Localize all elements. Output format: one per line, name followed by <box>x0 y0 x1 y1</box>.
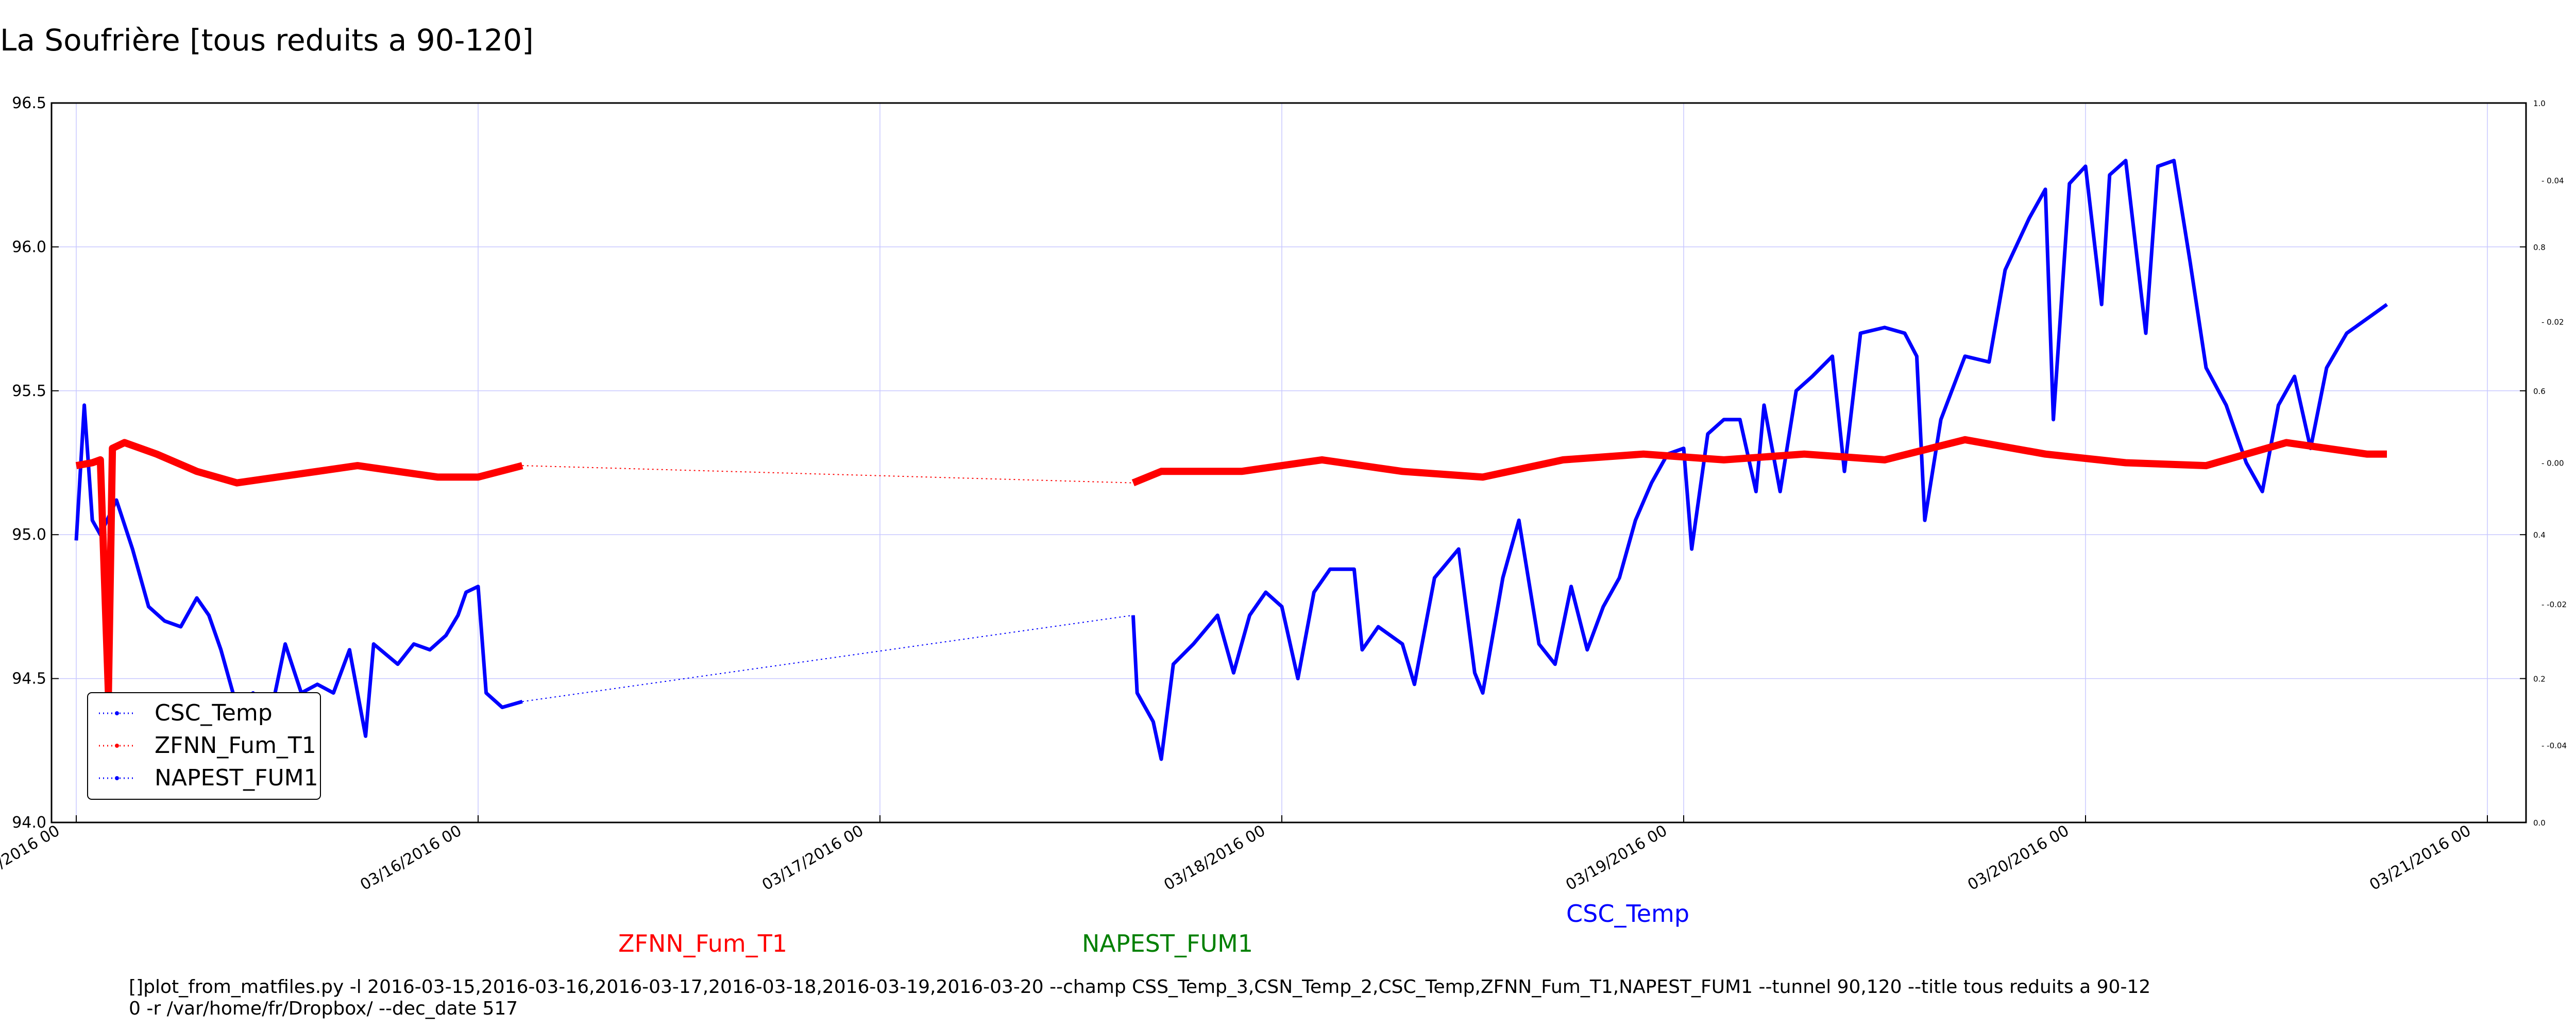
legend-label: NAPEST_FUM1 <box>155 765 318 791</box>
right-inner-tick-label: - 0.02 <box>2541 317 2564 327</box>
plot-frame <box>50 102 2527 823</box>
y-tick-label: 96.0 <box>12 238 46 256</box>
napest-annotation: NAPEST_FUM1 <box>1082 930 1253 957</box>
legend-label: CSC_Temp <box>155 700 273 726</box>
right-inner-tick-label: - 0.04 <box>2541 176 2564 185</box>
legend-label: ZFNN_Fum_T1 <box>155 732 316 759</box>
x-tick-label: 03/17/2016 00 <box>759 822 867 895</box>
legend-marker <box>115 744 119 748</box>
x-tick-label: 03/18/2016 00 <box>1161 822 1268 895</box>
legend-marker <box>115 711 119 715</box>
right-outer-tick-label: 0.6 <box>2533 387 2546 396</box>
legend: CSC_Temp ZFNN_Fum_T1 NAPEST_FUM1 <box>87 692 321 800</box>
series-line-zfnn_fum_t1 <box>1131 436 2387 487</box>
series-gap-csc_temp <box>522 614 1133 702</box>
x-tick-label: 03/19/2016 00 <box>1563 822 1670 895</box>
csc-annotation: CSC_Temp <box>1566 900 1690 928</box>
right-outer-tick-label: 0.4 <box>2533 530 2546 540</box>
legend-marker <box>115 776 119 780</box>
zfnn-annotation: ZFNN_Fum_T1 <box>618 930 788 957</box>
right-outer-tick-label: 0.2 <box>2533 675 2546 684</box>
x-tick-label: 03/16/2016 00 <box>357 822 465 895</box>
y-tick-label: 94.5 <box>12 670 46 688</box>
x-tick-label: 03/20/2016 00 <box>1964 822 2072 895</box>
right-outer-tick-label: 0.0 <box>2533 818 2546 828</box>
page-title: La Soufrière [tous reduits a 90-120] <box>0 23 534 58</box>
series-line-zfnn_fum_t1 <box>75 439 523 697</box>
y-tick-label: 94.0 <box>12 814 46 832</box>
command-line-2: 0 -r /var/home/fr/Dropbox/ --dec_date 51… <box>129 998 518 1019</box>
right-outer-tick-label: 1.0 <box>2533 99 2546 108</box>
command-line-1: []plot_from_matfiles.py -l 2016-03-15,20… <box>129 976 2151 998</box>
x-tick-label: 03/21/2016 00 <box>2366 822 2474 895</box>
y-tick-label: 96.5 <box>12 94 46 112</box>
y-tick-label: 95.0 <box>12 526 46 544</box>
series-gap-zfnn_fum_t1 <box>522 465 1133 484</box>
command-line: []plot_from_matfiles.py -l 2016-03-15,20… <box>129 976 2150 1020</box>
right-inner-tick-label: - -0.02 <box>2541 600 2567 609</box>
right-inner-tick-label: - 0.00 <box>2541 459 2564 468</box>
legend-box <box>87 692 321 800</box>
series-layer <box>74 159 2388 761</box>
x-tick-label: 03/15/2016 00 <box>0 822 63 895</box>
right-outer-tick-label: 0.8 <box>2533 243 2546 252</box>
y-tick-label: 95.5 <box>12 382 46 400</box>
series-line-csc_temp <box>74 403 523 738</box>
right-inner-tick-label: - -0.04 <box>2541 741 2567 750</box>
